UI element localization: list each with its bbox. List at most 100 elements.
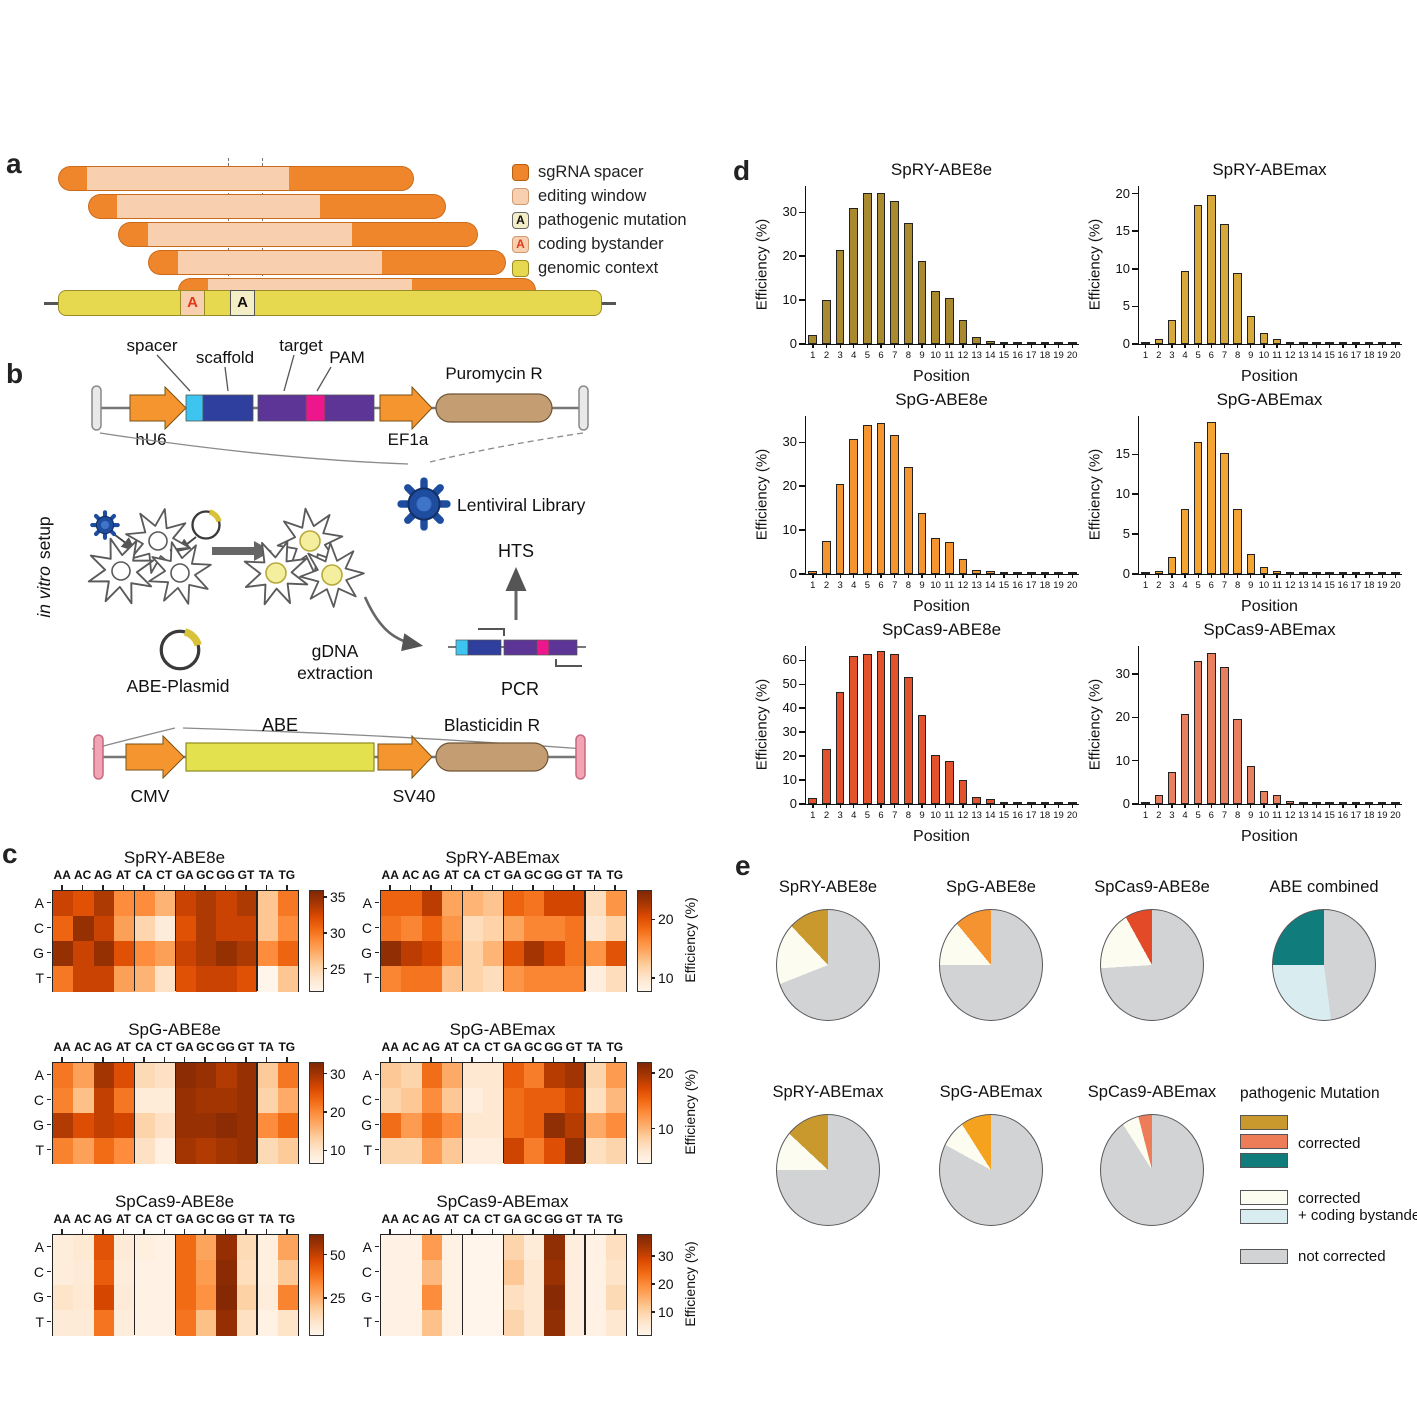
heatmap-cell [483,916,504,942]
y-tick-label: 15 [1115,223,1130,239]
bar [1259,332,1269,344]
x-tick-label: 16 [1012,810,1023,821]
heatmap-cell [175,891,197,917]
bar [1040,572,1050,574]
x-tick-label: 13 [1298,580,1309,591]
bar [1391,342,1400,344]
heatmap-cell [462,941,484,967]
heatmap-cell [134,966,156,992]
heatmap-row-label: T [363,1313,372,1330]
pcr-label: PCR [501,679,539,699]
blasticidin-label: Blasticidin R [444,715,540,735]
bar [1193,661,1203,804]
heatmap-row-label: G [361,1116,372,1133]
terminator-pill-pink [93,734,104,780]
x-tick-label: 3 [1169,350,1175,361]
heatmap-cell [544,891,566,917]
colorbar-axis-label: Efficiency (%) [682,1241,698,1327]
heatmap-cell [53,1113,74,1139]
heatmap-cell [277,1113,299,1139]
heatmap-cell [585,1260,607,1286]
abe-label: ABE [262,715,298,735]
heatmap-col-tick [143,1229,145,1234]
colorbar-tick-label: 20 [658,1276,674,1292]
y-tick [1132,268,1138,270]
heatmap-row-label: C [361,919,372,936]
bar [1054,342,1063,344]
heatmap-cell [401,1138,423,1164]
hu6-promoter-arrow [129,385,187,431]
heatmap-col-tick [81,1057,84,1062]
bar [835,249,845,344]
heatmap-cell [175,941,197,967]
corrected-legend-group: corrected [1240,1115,1417,1172]
heatmap-cell [155,891,176,917]
colorbar-tick-label: 10 [658,1120,674,1137]
colorbar-axis-label: Efficiency (%) [682,1069,698,1155]
cmv-label: CMV [131,786,170,806]
heatmap-cell [93,1310,115,1336]
heatmap-col-tick [204,1229,206,1234]
bar [808,570,818,574]
x-tick-label: 15 [998,810,1010,821]
y-tick [799,255,805,257]
bar [822,748,831,804]
heatmap-row-tick [47,901,51,904]
corrected-swatch-teal [1240,1153,1288,1168]
x-tick [1158,804,1160,808]
heatmap-cell [544,941,566,967]
heatmap-cell [462,1285,484,1311]
heatmap-col-label: GG [544,1212,563,1226]
bar [1246,316,1255,344]
panel-e-label: e [735,850,751,881]
heatmap-cell [134,1285,156,1311]
heatmap-col-tick [491,885,494,890]
x-tick-label: 14 [984,810,996,821]
heatmap-row-label: T [35,1313,44,1330]
plot-area: 1 2 3 4 5 6 7 8 9 10 11 12 13 14 15 16 17 18 19 20 [1138,416,1402,591]
colorbar-tick-label: 50 [330,1246,346,1263]
plot-area: 1 2 3 4 5 6 7 8 9 10 11 12 13 14 15 16 17 18 19 20 [805,186,1079,361]
bar [904,223,913,344]
heatmap-cell [503,916,525,942]
heatmap-grid [52,1234,299,1336]
x-tick [1223,574,1226,578]
y-tick [799,573,805,575]
x-tick-label: 17 [1025,580,1037,591]
plot-area: 1 2 3 4 5 6 7 8 9 10 11 12 13 14 15 16 17 18 19 20 [805,416,1079,591]
x-tick [1315,344,1318,348]
x-tick-label: 19 [1376,350,1388,361]
heatmap-row-label: G [361,1288,372,1305]
colorbar-tick [651,1127,655,1130]
heatmap-cell [442,1235,464,1261]
x-tick [1071,804,1073,808]
heatmap-cell [442,916,464,942]
heatmap-cell [195,1088,217,1114]
pie-title: SpG-ABE8e [946,878,1036,896]
heatmap-cell [605,891,627,917]
bar [863,654,872,804]
x-tick-label: 16 [1337,350,1349,361]
x-tick-label: 12 [957,810,969,821]
bar [890,201,900,344]
x-tick-label: 19 [1053,350,1064,361]
y-tick [1132,573,1138,575]
y-axis-label: Efficiency (%) [753,448,771,541]
heatmap-cell [503,1113,525,1139]
chart-title: SpRY-ABEmax [1212,160,1327,179]
x-tick [921,344,923,348]
heatmap-col-label: GA [503,868,522,882]
heatmap-cell [73,1285,95,1311]
x-tick-label: 9 [919,580,925,591]
y-tick-label: 5 [1122,526,1130,542]
x-tick [1044,574,1046,578]
heatmap-cell [605,1310,627,1336]
heatmap-cell [236,966,258,992]
heatmap-cell [53,916,74,942]
heatmap-col-tick [204,1057,206,1062]
heatmap-cell [483,1113,504,1139]
bar [917,715,927,804]
bar [822,541,831,574]
heatmap-row-tick [375,901,379,904]
editing-window [148,223,352,246]
